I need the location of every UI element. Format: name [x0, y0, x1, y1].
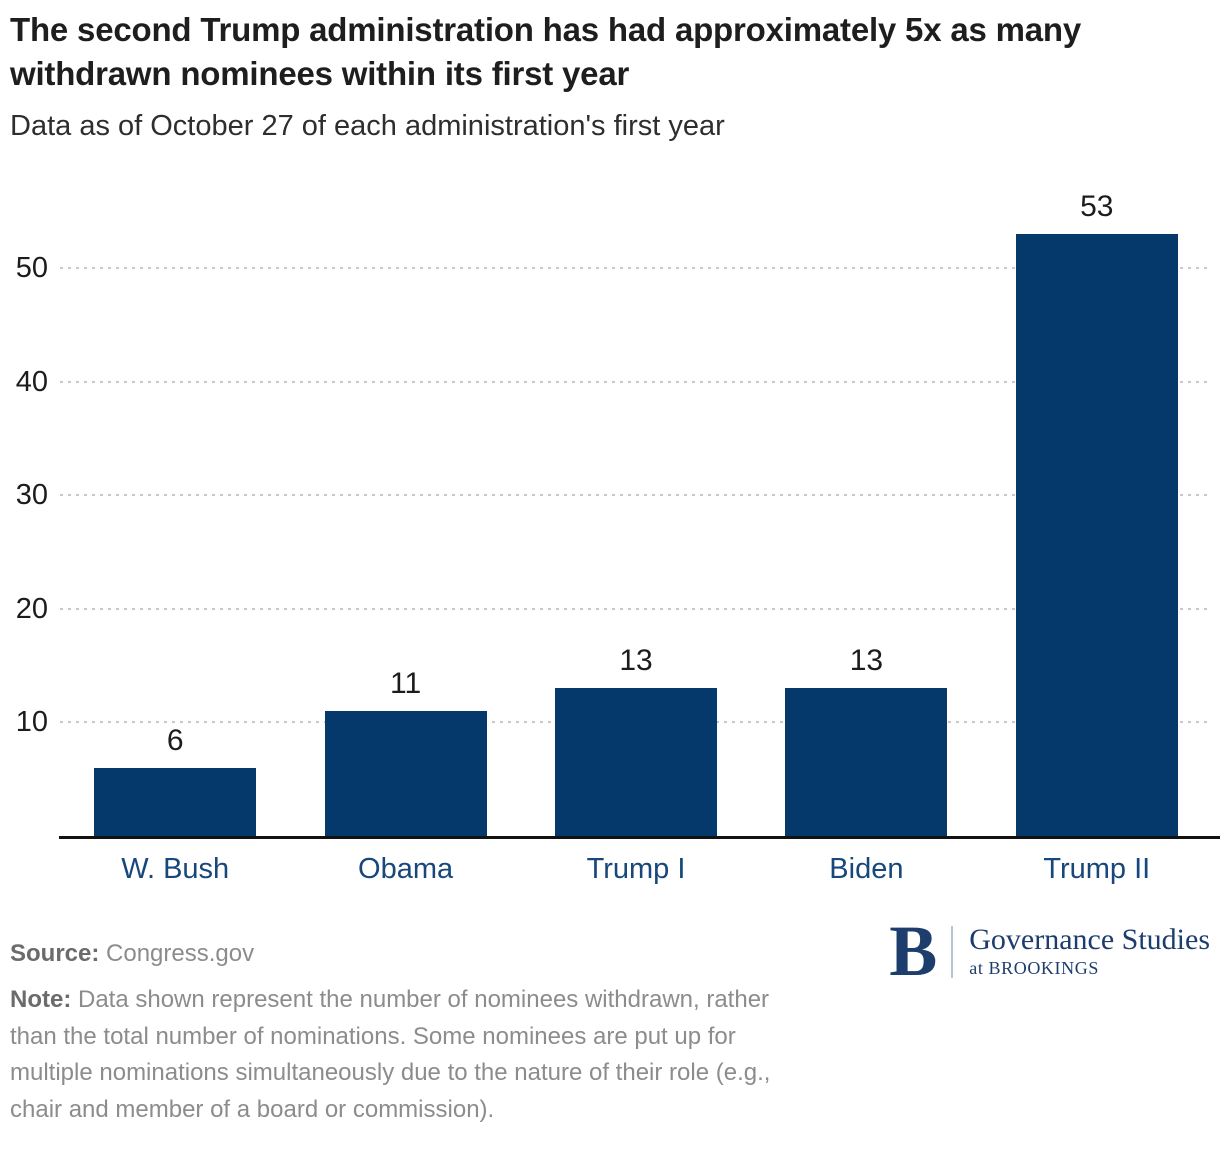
y-tick-label: 30 [15, 479, 48, 512]
bar-value-label: 13 [849, 644, 884, 678]
gridline-50 [60, 267, 1212, 269]
logo-divider [951, 926, 954, 978]
chart-bar [555, 688, 717, 836]
x-axis-category-label: W. Bush [121, 853, 230, 885]
brookings-logo-letter: B [889, 911, 938, 991]
chart-bar [324, 711, 487, 836]
chart-bar [94, 767, 257, 836]
x-axis-category-label: Obama [358, 853, 454, 885]
gridline-20 [60, 607, 1212, 610]
source-label: Source: [10, 940, 100, 967]
chart-bar [1015, 233, 1178, 836]
logo-brookings-sub: at BROOKINGS [969, 958, 1099, 978]
chart-title: The second Trump administration has had … [10, 11, 1082, 92]
note-line: Note: Data shown represent the number of… [10, 982, 822, 1128]
bar-value-label: 13 [619, 644, 653, 678]
chart-header: The second Trump administration has had … [10, 8, 1212, 143]
gridline-40 [60, 380, 1212, 383]
y-tick-label: 50 [15, 252, 48, 284]
source-text: Congress.gov [106, 940, 255, 967]
y-tick-label: 10 [15, 706, 48, 739]
x-axis-category-label: Trump II [1043, 853, 1151, 885]
logo-text-column: Governance Studies at BROOKINGS [969, 922, 1210, 979]
x-axis-category-label: Biden [829, 853, 904, 885]
bar-value-label: 11 [390, 667, 422, 701]
bar-value-label: 53 [1080, 189, 1114, 223]
x-axis-category-label: Trump I [586, 853, 686, 885]
bar-value-label: 6 [166, 723, 184, 757]
bar-chart: 10 20 30 40 50 6 W. Bush 11 Obama 13 Trump I 13 Bide… [0, 160, 1220, 900]
source-line: Source: Congress.gov [10, 936, 822, 972]
gridline-30 [60, 494, 1212, 497]
logo-program-name: Governance Studies [969, 923, 1210, 956]
note-label: Note: [10, 986, 72, 1013]
brookings-logo: B Governance Studies at BROOKINGS [889, 911, 1210, 991]
note-text: Data shown represent the number of nomin… [10, 986, 771, 1123]
chart-footer: Source: Congress.gov Note: Data shown re… [10, 936, 822, 1128]
chart-subtitle: Data as of October 27 of each administra… [10, 110, 725, 142]
y-tick-label: 40 [15, 365, 48, 398]
chart-bar [785, 688, 948, 836]
y-tick-label: 20 [15, 592, 48, 625]
x-axis-line [59, 836, 1220, 839]
